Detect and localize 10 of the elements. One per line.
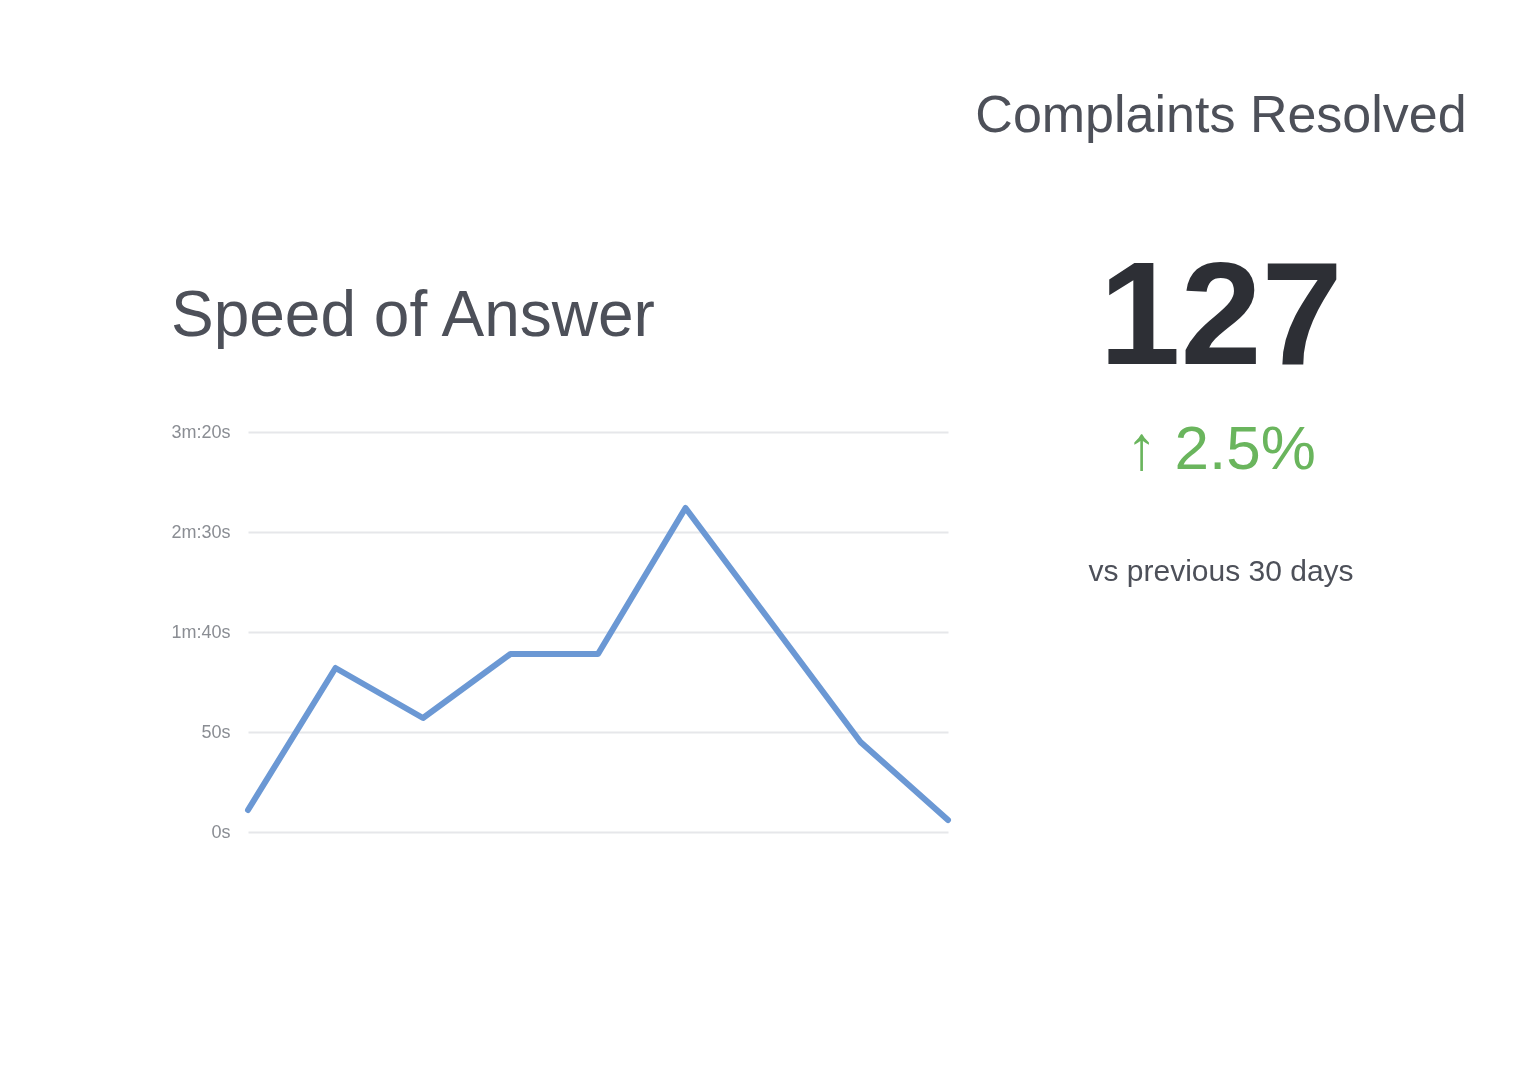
text: vs previous 30 days [1088,554,1354,587]
y-tick-label: 3m:20s [171,421,231,442]
y-tick-label: 50s [201,721,231,742]
y-tick-label: 1m:40s [171,621,231,642]
y-tick-label: 0s [211,821,231,842]
text: 127 [1099,232,1343,395]
chart-title: Speed of Answer [170,278,655,350]
text: Complaints Resolved [975,85,1467,143]
y-tick-label: 2m:30s [171,521,231,542]
text: ↑ 2.5% [1126,413,1316,482]
